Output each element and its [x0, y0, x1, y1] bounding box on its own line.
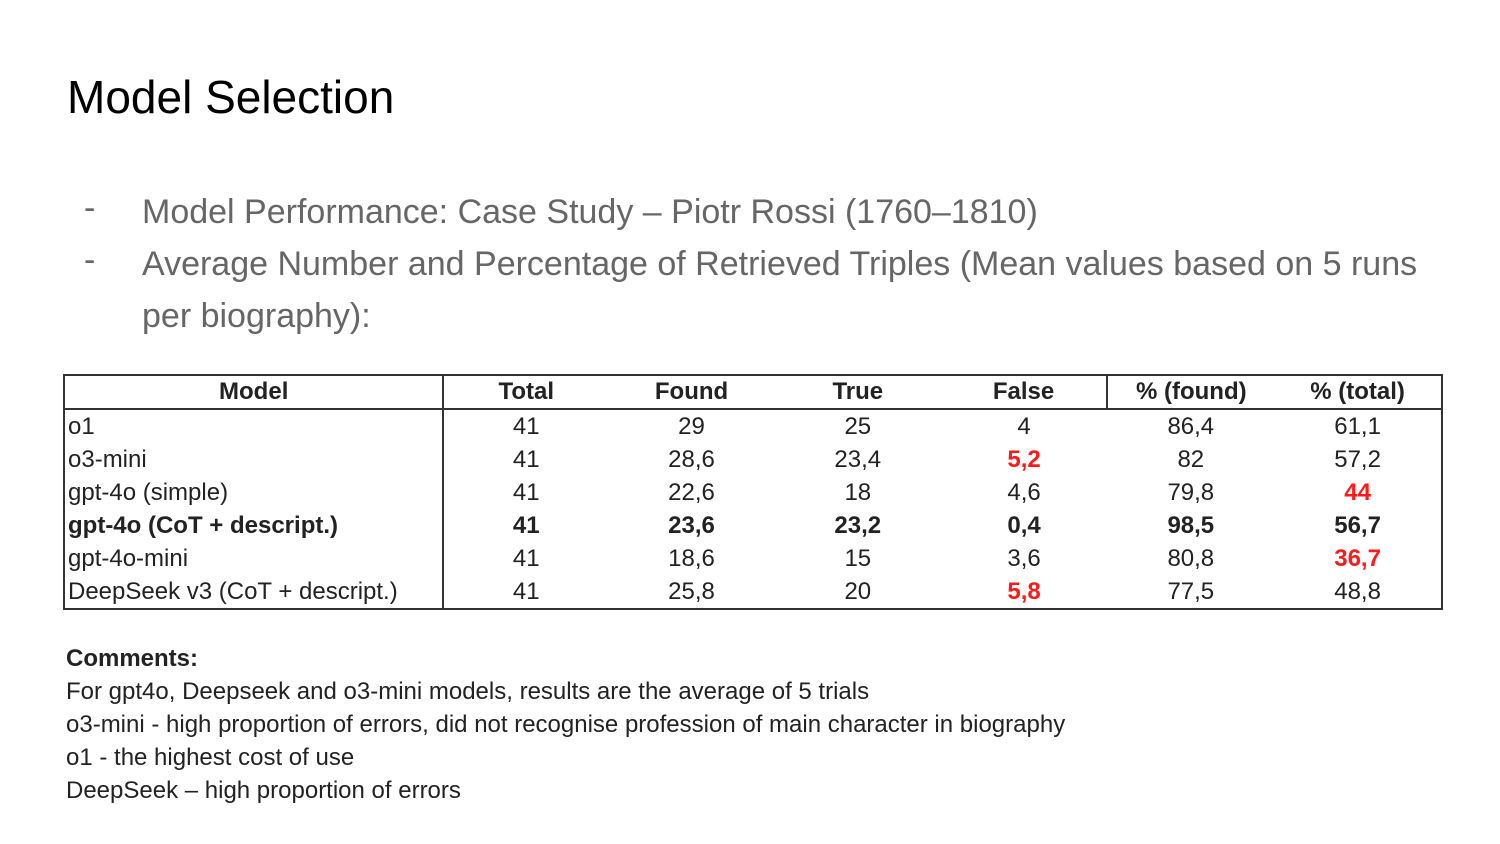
cell-true: 15: [844, 544, 872, 572]
cell-model: DeepSeek v3 (CoT + descript.): [64, 575, 445, 609]
comment-line: o1 - the highest cost of use: [66, 744, 355, 771]
results-table-container: Model Total Found True False % (found) %…: [63, 374, 1443, 610]
cell-false-highlight: 5,8: [1007, 577, 1041, 605]
cell-pct-found: 86,4: [1167, 412, 1215, 440]
cell-pct-total: 61,1: [1334, 412, 1381, 440]
header-pct-total: % (total): [1274, 375, 1442, 410]
cell-true: 20: [844, 577, 872, 605]
table-row: o1 41 29 25 4 86,4 61,1: [64, 409, 1442, 443]
cell-false: 3,6: [1007, 544, 1041, 572]
header-pct-found: % (found): [1106, 375, 1275, 410]
cell-pct-total-highlight: 44: [1344, 478, 1371, 506]
bullet-text: Average Number and Percentage of Retriev…: [142, 245, 1418, 335]
cell-total: 41: [512, 445, 540, 473]
cell-found: 22,6: [668, 478, 715, 506]
cell-false: 4: [1017, 412, 1031, 440]
cell-pct-found: 77,5: [1167, 577, 1215, 605]
cell-true: 18: [844, 478, 872, 506]
comment-line: o3-mini - high proportion of errors, did…: [66, 711, 1066, 738]
cell-false: 0,4: [1007, 511, 1041, 539]
cell-found: 18,6: [668, 544, 715, 572]
bullet-item: - Average Number and Percentage of Retri…: [80, 238, 1460, 342]
cell-model: o1: [64, 409, 445, 443]
table-row: gpt-4o (simple) 41 22,6 18 4,6 79,8 44: [64, 476, 1442, 509]
results-table: Model Total Found True False % (found) %…: [63, 374, 1443, 610]
cell-total: 41: [512, 478, 540, 506]
slide-title: Model Selection: [67, 71, 395, 123]
cell-pct-total: 56,7: [1334, 511, 1381, 539]
cell-total: 41: [512, 577, 540, 605]
cell-true: 25: [844, 412, 872, 440]
cell-model: gpt-4o (simple): [64, 476, 445, 509]
comments-heading: Comments:: [66, 645, 199, 672]
cell-model: o3-mini: [64, 443, 445, 476]
cell-true: 23,4: [834, 445, 882, 473]
bullet-text: Model Performance: Case Study – Piotr Ro…: [142, 193, 1038, 231]
cell-pct-found: 98,5: [1167, 511, 1215, 539]
header-total: Total: [443, 375, 609, 410]
cell-pct-found: 79,8: [1167, 478, 1215, 506]
table-row: o3-mini 41 28,6 23,4 5,2 82 57,2: [64, 443, 1442, 476]
comments-block: Comments: For gpt4o, Deepseek and o3-min…: [66, 642, 1065, 807]
cell-pct-found: 82: [1177, 445, 1205, 473]
table-row: gpt-4o-mini 41 18,6 15 3,6 80,8 36,7: [64, 542, 1442, 575]
comment-line: For gpt4o, Deepseek and o3-mini models, …: [66, 678, 870, 705]
cell-total: 41: [512, 412, 540, 440]
header-false: False: [940, 375, 1108, 410]
cell-total: 41: [512, 544, 540, 572]
header-true: True: [774, 375, 941, 410]
cell-total: 41: [512, 511, 540, 539]
cell-pct-found: 80,8: [1167, 544, 1215, 572]
header-model: Model: [64, 375, 445, 410]
bullet-marker: -: [84, 241, 96, 279]
table-row: DeepSeek v3 (CoT + descript.) 41 25,8 20…: [64, 575, 1442, 609]
cell-model: gpt-4o-mini: [64, 542, 445, 575]
cell-true: 23,2: [834, 511, 882, 539]
cell-false: 4,6: [1007, 478, 1041, 506]
comment-line: DeepSeek – high proportion of errors: [66, 777, 461, 804]
cell-found: 23,6: [668, 511, 715, 539]
table-header-row: Model Total Found True False % (found) %…: [64, 375, 1442, 410]
cell-found: 28,6: [668, 445, 715, 473]
cell-false-highlight: 5,2: [1007, 445, 1041, 473]
cell-model: gpt-4o (CoT + descript.): [64, 509, 445, 542]
bullet-list: - Model Performance: Case Study – Piotr …: [80, 186, 1460, 342]
header-found: Found: [608, 375, 775, 410]
cell-pct-total-highlight: 36,7: [1334, 544, 1381, 572]
bullet-marker: -: [84, 189, 96, 227]
table-row-best: gpt-4o (CoT + descript.) 41 23,6 23,2 0,…: [64, 509, 1442, 542]
cell-found: 29: [678, 412, 705, 440]
cell-found: 25,8: [668, 577, 715, 605]
cell-pct-total: 48,8: [1334, 577, 1381, 605]
cell-pct-total: 57,2: [1334, 445, 1381, 473]
bullet-item: - Model Performance: Case Study – Piotr …: [80, 186, 1460, 238]
